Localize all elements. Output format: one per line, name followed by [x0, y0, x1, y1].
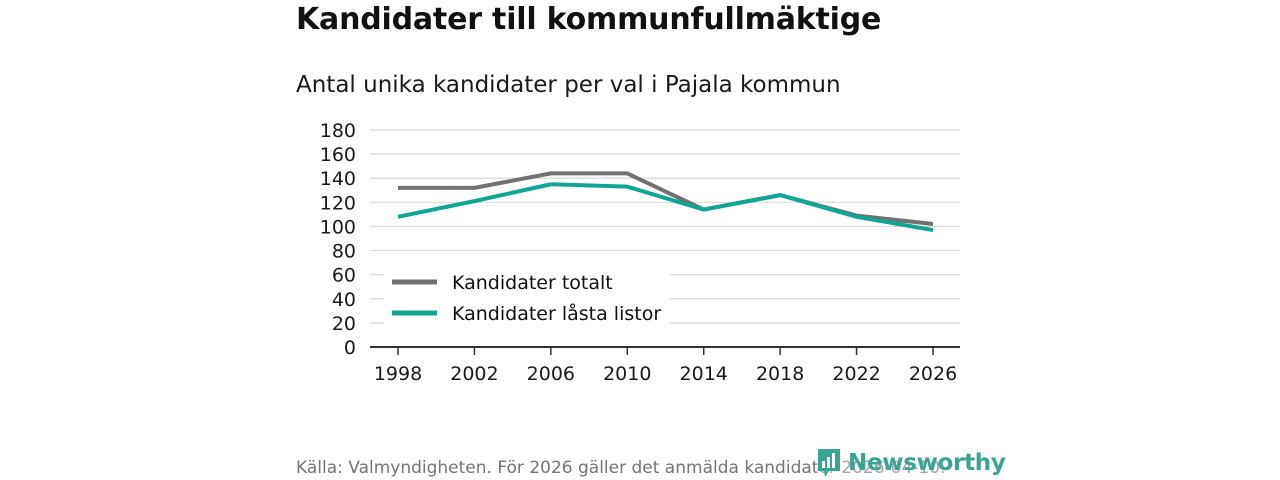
- x-tick-label: 2018: [756, 363, 804, 385]
- legend-label-locked: Kandidater låsta listor: [452, 302, 661, 325]
- y-tick-label: 140: [320, 168, 356, 190]
- brand-logo: Newsworthy: [816, 446, 1006, 480]
- y-tick-label: 120: [320, 192, 356, 214]
- y-tick-label: 40: [332, 289, 356, 311]
- legend-background: [384, 268, 670, 326]
- y-tick-label: 160: [320, 144, 356, 166]
- x-tick-label: 2026: [909, 363, 957, 385]
- x-axis: 1998 2002 2006 2010 2014 2018 2022 2026: [370, 346, 960, 385]
- x-tick-label: 2010: [603, 363, 651, 385]
- brand-name: Newsworthy: [848, 450, 1006, 476]
- y-tick-label: 20: [332, 313, 356, 335]
- x-tick-label: 2014: [680, 363, 728, 385]
- chart-subtitle: Antal unika kandidater per val i Pajala …: [296, 72, 841, 98]
- series-line-locked: [397, 182, 934, 233]
- newsworthy-chart-icon: [818, 449, 840, 477]
- x-tick-label: 2002: [450, 363, 498, 385]
- x-tick-label: 2006: [527, 363, 575, 385]
- legend-label-total: Kandidater totalt: [452, 272, 613, 294]
- x-tick-label: 2022: [832, 363, 880, 385]
- y-tick-label: 100: [320, 216, 356, 238]
- x-tick-label: 1998: [374, 363, 422, 385]
- y-tick-label: 180: [320, 120, 356, 142]
- series-lines: [397, 171, 934, 233]
- legend: Kandidater totalt Kandidater låsta listor: [384, 268, 670, 326]
- y-tick-label: 80: [332, 241, 356, 263]
- y-tick-label: 60: [332, 265, 356, 287]
- y-tick-label: 0: [344, 337, 356, 359]
- chart-title: Kandidater till kommunfullmäktige: [296, 2, 882, 37]
- source-note: Källa: Valmyndigheten. För 2026 gäller d…: [296, 458, 946, 478]
